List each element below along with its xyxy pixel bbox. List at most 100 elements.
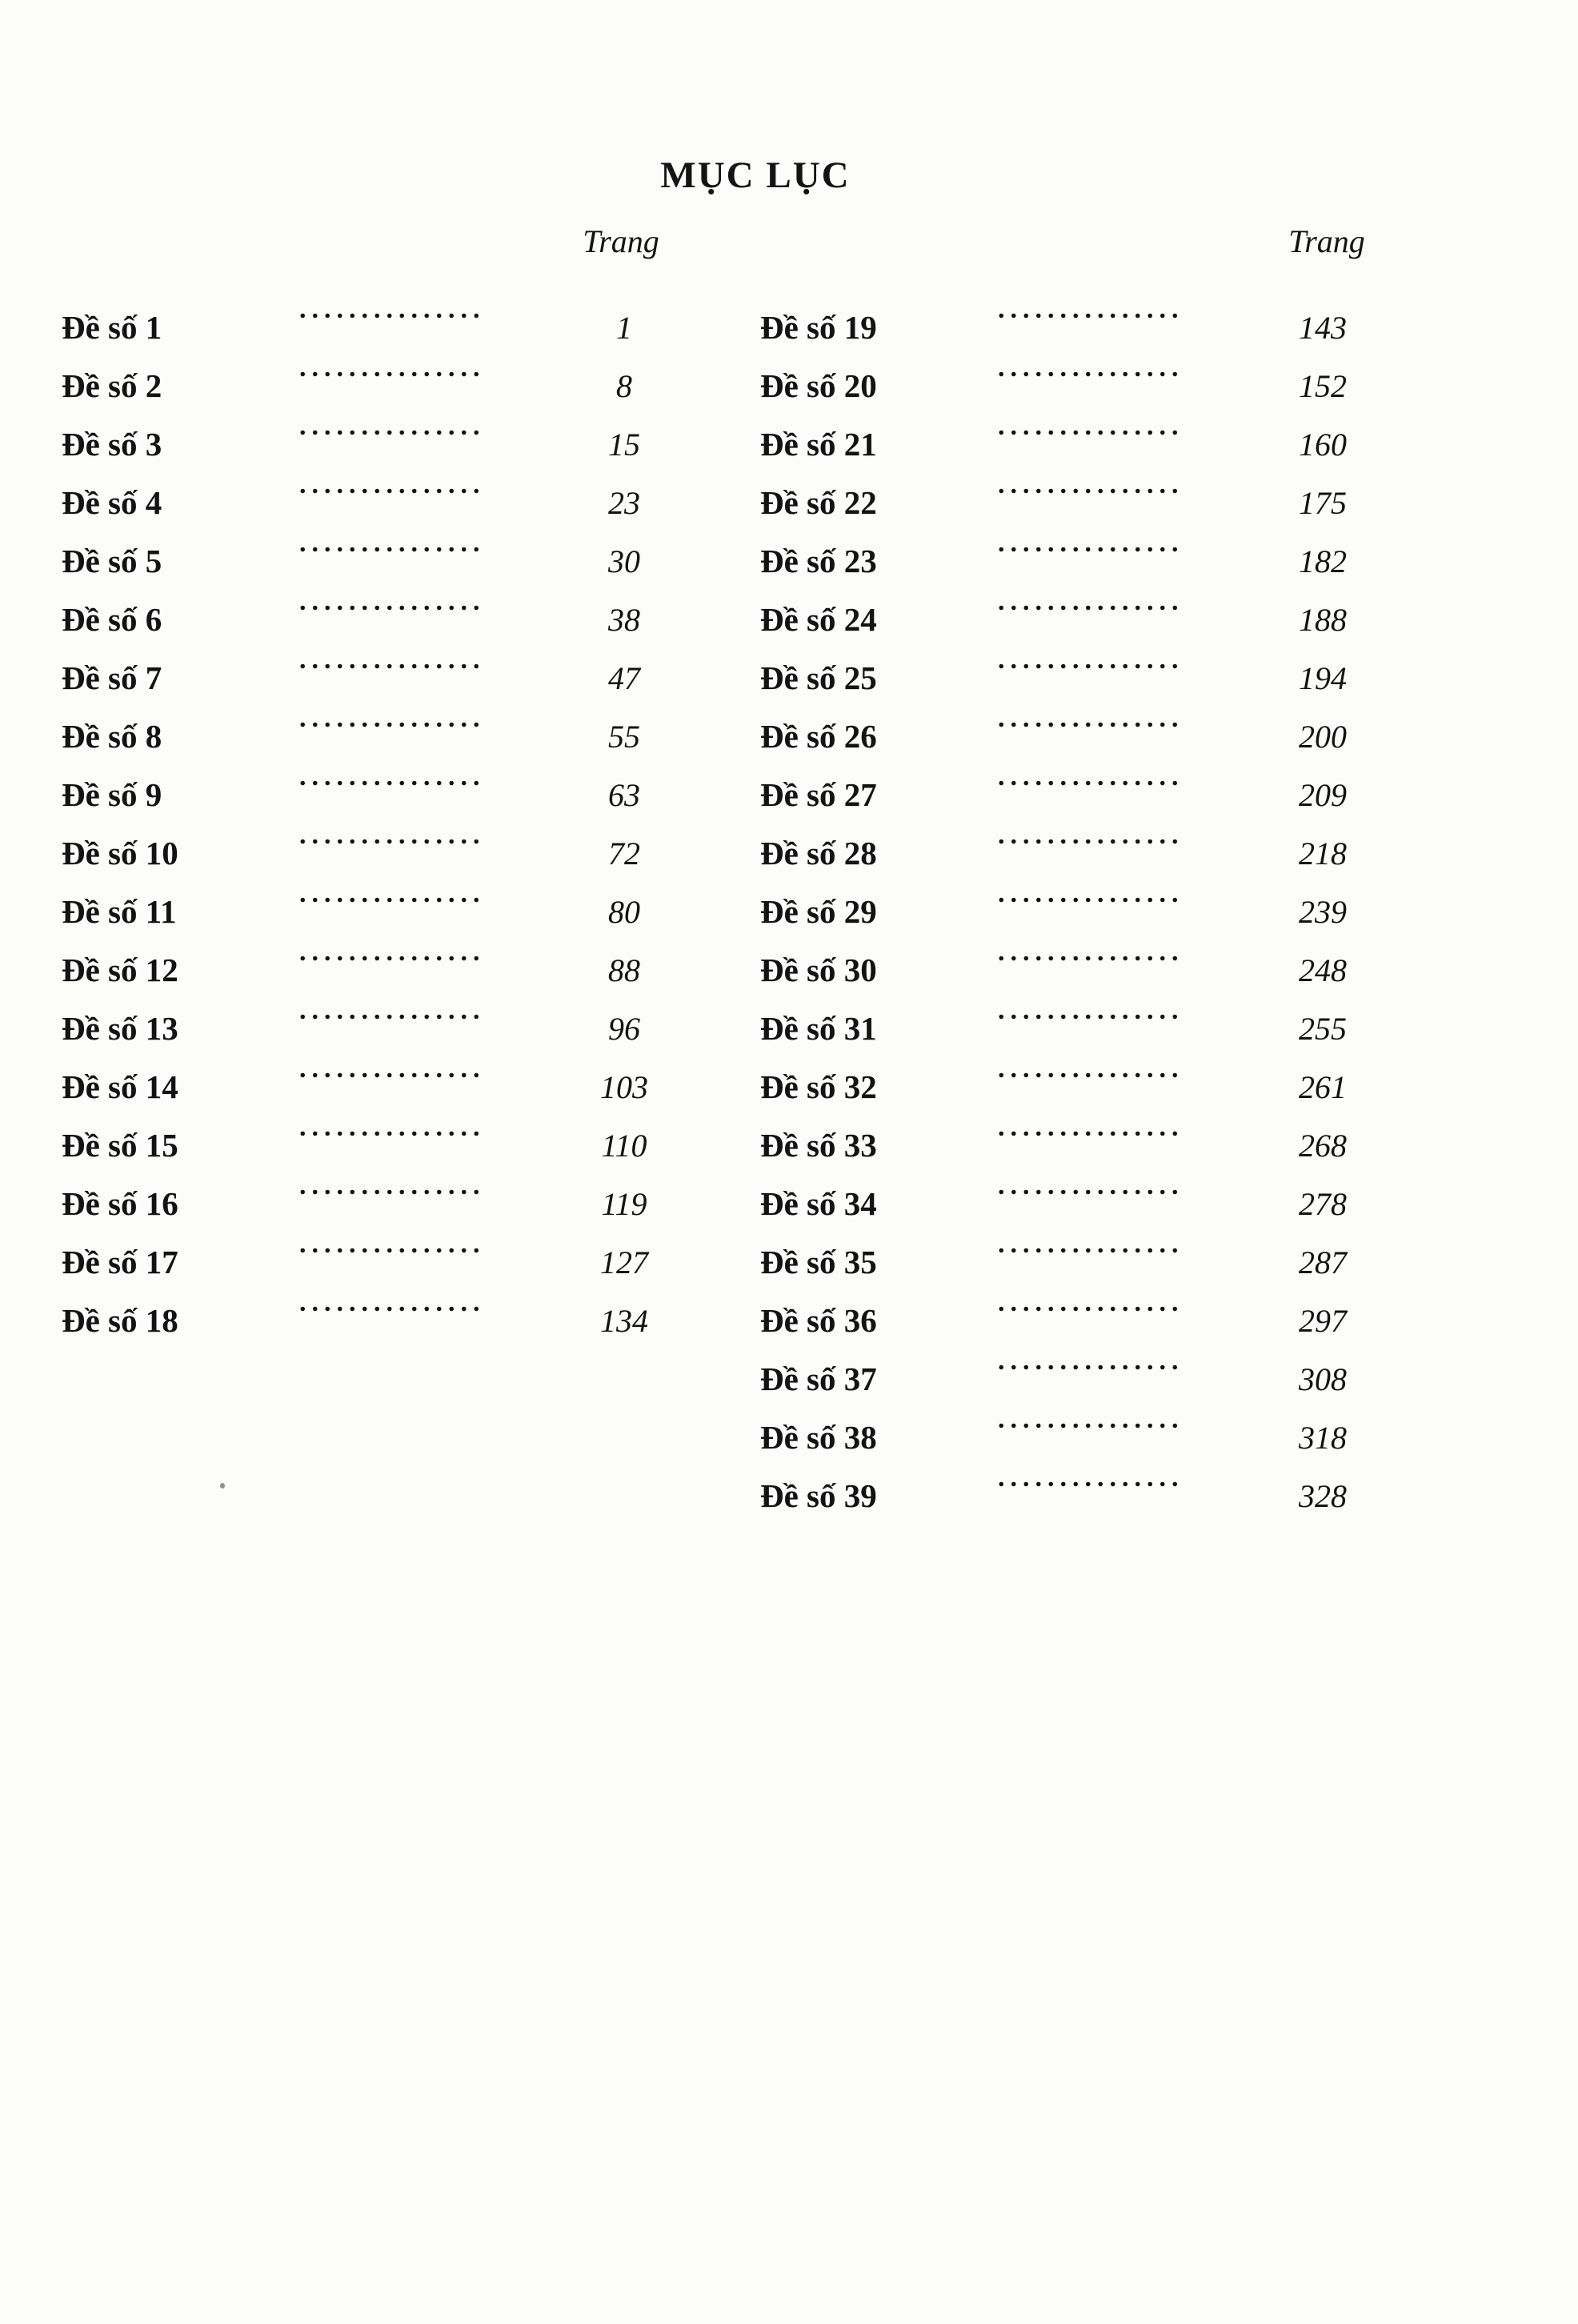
toc-entry: Đề số 36 ............... 297: [760, 1273, 1416, 1339]
toc-leader-dots: ...............: [998, 528, 1184, 558]
toc-page-number: 72: [608, 835, 640, 872]
toc-entry-label: Đề số 1: [62, 309, 162, 346]
toc-page-number: 209: [1299, 777, 1347, 813]
toc-entry: Đề số 16 ............... 119: [62, 1156, 718, 1222]
toc-entry-label: Đề số 22: [760, 484, 877, 521]
toc-page-number: 15: [608, 427, 640, 463]
toc-entry-label: Đề số 33: [760, 1127, 877, 1164]
toc-leader-dots: ...............: [299, 1054, 485, 1084]
toc-page-number: 308: [1299, 1361, 1347, 1397]
toc-entry-label: Đề số 11: [62, 893, 177, 930]
toc-leader-dots: ...............: [998, 1404, 1184, 1434]
toc-entry: Đề số 22 ............... 175: [760, 455, 1416, 521]
toc-entry: Đề số 27 ............... 209: [760, 747, 1416, 813]
toc-entry-label: Đề số 3: [62, 426, 162, 463]
toc-leader-dots: ...............: [998, 820, 1184, 850]
toc-entry: Đề số 23 ............... 182: [760, 514, 1416, 579]
toc-leader-dots: ...............: [998, 1288, 1184, 1317]
toc-entry: Đề số 28 ............... 218: [760, 806, 1416, 872]
toc-entry-label: Đề số 13: [62, 1010, 178, 1047]
toc-leader-dots: ...............: [998, 645, 1184, 675]
toc-leader-dots: ...............: [998, 937, 1184, 967]
toc-entry-label: Đề số 38: [760, 1419, 877, 1456]
toc-entry-label: Đề số 27: [760, 776, 877, 813]
toc-page-number: 55: [608, 719, 640, 755]
toc-entry-label: Đề số 16: [62, 1185, 178, 1222]
toc-leader-dots: ...............: [299, 587, 485, 616]
toc-leader-dots: ...............: [998, 1346, 1184, 1376]
column-header-trang-right: Trang: [1288, 223, 1365, 259]
toc-leader-dots: ...............: [998, 411, 1184, 441]
toc-page-number: 188: [1299, 602, 1347, 638]
toc-page-number: 47: [608, 660, 640, 696]
toc-leader-dots: ...............: [299, 295, 485, 324]
toc-entry-label: Đề số 14: [62, 1068, 178, 1105]
toc-leader-dots: ...............: [998, 996, 1184, 1025]
scan-artifact-dot: [220, 1483, 225, 1489]
toc-entry: Đề số 38 ............... 318: [760, 1390, 1416, 1456]
toc-entry: Đề số 39 ............... 328: [760, 1448, 1416, 1514]
toc-entry: Đề số 32 ............... 261: [760, 1040, 1416, 1105]
toc-leader-dots: ...............: [299, 820, 485, 850]
toc-entry: Đề số 12 ............... 88: [62, 923, 718, 988]
toc-page-number: 248: [1299, 952, 1347, 988]
toc-page-number: 287: [1299, 1244, 1347, 1280]
toc-entry-label: Đề số 9: [62, 776, 162, 813]
toc-page-number: 255: [1299, 1011, 1347, 1047]
toc-entry-label: Đề số 30: [760, 952, 877, 988]
toc-entry-label: Đề số 36: [760, 1302, 877, 1339]
toc-entry: Đề số 33 ............... 268: [760, 1098, 1416, 1164]
toc-page-number: 297: [1299, 1303, 1347, 1339]
toc-page-number: 175: [1299, 485, 1347, 521]
toc-entry: Đề số 15 ............... 110: [62, 1098, 718, 1164]
toc-leader-dots: ...............: [998, 879, 1184, 908]
toc-entry: Đề số 24 ............... 188: [760, 572, 1416, 638]
toc-leader-dots: ...............: [299, 996, 485, 1025]
toc-leader-dots: ...............: [299, 1171, 485, 1200]
toc-entry-label: Đề số 34: [760, 1185, 877, 1222]
toc-entry-label: Đề số 18: [62, 1302, 178, 1339]
toc-page-number: 268: [1299, 1128, 1347, 1164]
toc-entry: Đề số 35 ............... 287: [760, 1215, 1416, 1280]
toc-page-number: 134: [600, 1303, 648, 1339]
toc-leader-dots: ...............: [998, 703, 1184, 733]
toc-entry: Đề số 9 ............... 63: [62, 747, 718, 813]
toc-leader-dots: ...............: [299, 411, 485, 441]
toc-entry: Đề số 11 ............... 80: [62, 864, 718, 930]
toc-entry: Đề số 2 ............... 8: [62, 339, 718, 404]
toc-column-right: Đề số 19 ...............143 Đề số 20......…: [760, 280, 1416, 1514]
toc-entry: Đề số 31 ............... 255: [760, 981, 1416, 1047]
toc-entry-label: Đề số 8: [62, 718, 162, 755]
toc-entry-label: Đề số 24: [760, 601, 877, 638]
toc-page-number: 80: [608, 894, 640, 930]
toc-entry-label: Đề số 39: [760, 1477, 877, 1514]
toc-leader-dots: ...............: [299, 353, 485, 383]
toc-entry-label: Đề số 28: [760, 835, 877, 872]
toc-leader-dots: ...............: [299, 1288, 485, 1317]
toc-page-number: 160: [1299, 427, 1347, 463]
toc-page-number: 194: [1299, 660, 1347, 696]
toc-entry-label: Đề số 4: [62, 484, 162, 521]
toc-entry-label: Đề số 26: [760, 718, 877, 755]
toc-entry: Đề số 18 ............... 134: [62, 1273, 718, 1339]
toc-entry: Đề số 3 ............... 15: [62, 397, 718, 463]
column-header-trang-left: Trang: [583, 223, 659, 259]
toc-entry-label: Đề số 10: [62, 835, 178, 872]
toc-entry: Đề số 7 ............... 47: [62, 631, 718, 696]
toc-leader-dots: ...............: [299, 703, 485, 733]
toc-page-number: 278: [1299, 1186, 1347, 1222]
toc-leader-dots: ...............: [299, 879, 485, 908]
toc-entry: Đề số 21 ............... 160: [760, 397, 1416, 463]
toc-entry-label: Đề số 37: [760, 1360, 877, 1397]
page-title: MỤC LỤC: [660, 154, 851, 196]
toc-page-number: 200: [1299, 719, 1347, 755]
toc-page-number: 1: [616, 310, 632, 346]
toc-entry: Đề số 19 ............... 143: [760, 280, 1416, 346]
toc-leader-dots: ...............: [299, 528, 485, 558]
toc-entry: Đề số 10 ............... 72: [62, 806, 718, 872]
toc-leader-dots: ...............: [998, 1229, 1184, 1259]
toc-column-left: Đề số 1 ............... 1 Đề số 2..........…: [62, 280, 718, 1339]
toc-entry: Đề số 37 ............... 308: [760, 1332, 1416, 1397]
toc-entry-label: Đề số 15: [62, 1127, 178, 1164]
toc-leader-dots: ...............: [998, 353, 1184, 383]
